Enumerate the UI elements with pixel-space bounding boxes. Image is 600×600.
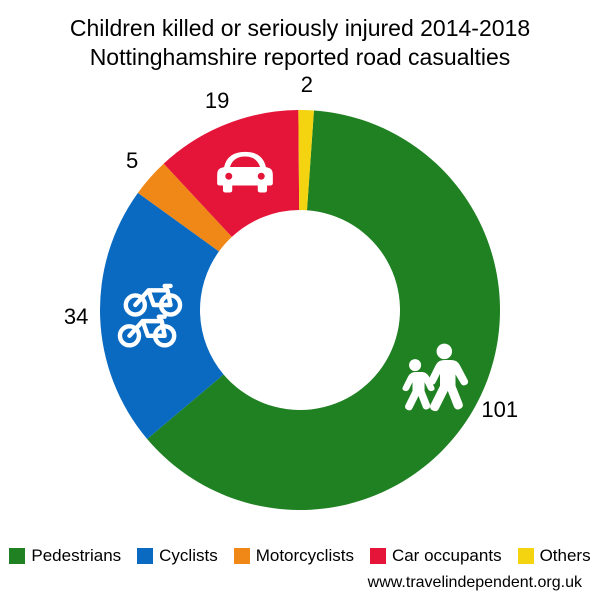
donut-chart: Children killed or seriously injured 201… (0, 0, 600, 600)
chart-title: Children killed or seriously injured 201… (0, 14, 600, 72)
legend-swatch (234, 548, 250, 564)
value-label-car-occupants: 19 (197, 88, 237, 114)
legend-item-car-occupants: Car occupants (370, 546, 502, 566)
legend-swatch (137, 548, 153, 564)
legend-swatch (518, 548, 534, 564)
title-line-1: Children killed or seriously injured 201… (0, 14, 600, 43)
value-label-others: 2 (287, 72, 327, 98)
value-label-cyclists: 34 (56, 304, 96, 330)
legend-swatch (370, 548, 386, 564)
legend-item-cyclists: Cyclists (137, 546, 218, 566)
donut-svg (100, 110, 500, 510)
value-label-motorcyclists: 5 (112, 148, 152, 174)
legend-item-motorcyclists: Motorcyclists (234, 546, 354, 566)
value-label-pedestrians: 101 (480, 397, 520, 423)
legend: Pedestrians Cyclists Motorcyclists Car o… (0, 546, 600, 566)
attribution: www.travelindependent.org.uk (368, 574, 582, 592)
legend-item-pedestrians: Pedestrians (9, 546, 121, 566)
legend-label: Others (540, 546, 591, 566)
title-line-2: Nottinghamshire reported road casualties (0, 43, 600, 72)
legend-item-others: Others (518, 546, 591, 566)
legend-label: Motorcyclists (256, 546, 354, 566)
legend-label: Cyclists (159, 546, 218, 566)
legend-label: Car occupants (392, 546, 502, 566)
legend-swatch (9, 548, 25, 564)
legend-label: Pedestrians (31, 546, 121, 566)
